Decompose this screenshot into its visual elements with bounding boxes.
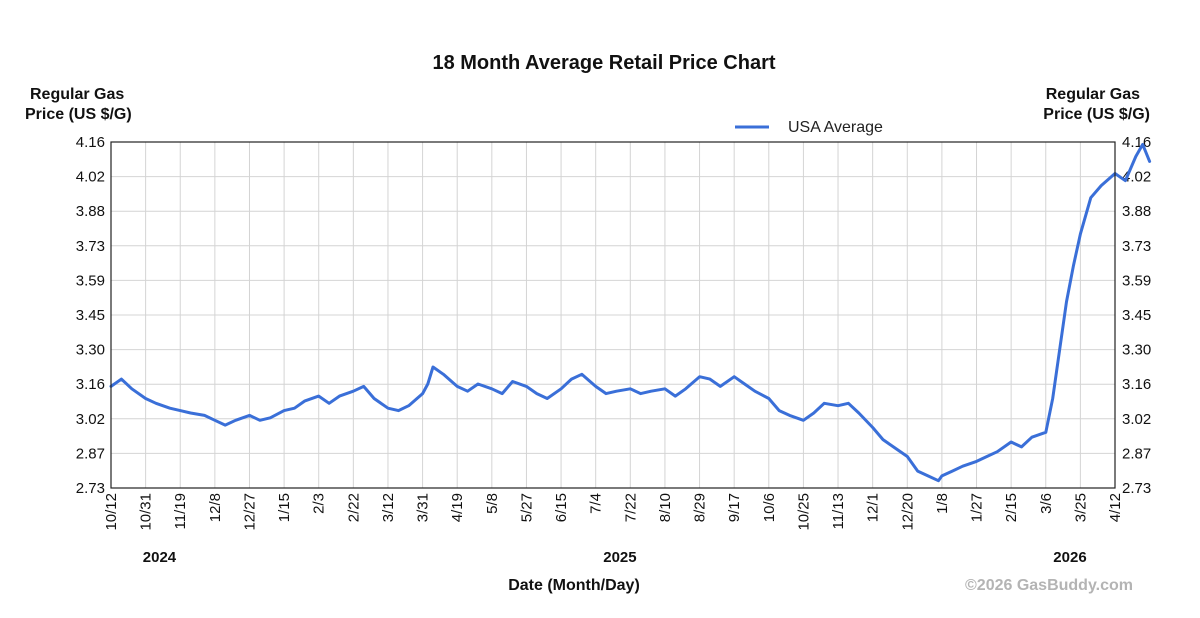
x-tick-label: 12/20 [899,493,916,531]
y-tick-label-right: 2.87 [1122,445,1151,462]
y-tick-label-left: 4.16 [76,134,105,151]
x-tick-label: 2/3 [311,493,328,514]
y-tick-label-right: 3.88 [1122,203,1151,220]
series-line-usa-average [109,142,1152,483]
year-label: 2025 [603,549,636,566]
x-tick-label: 1/8 [934,493,951,514]
x-tick-label: 12/8 [207,493,224,522]
x-tick-label: 12/27 [241,493,258,531]
x-tick-label: 9/17 [726,493,743,522]
y-tick-label-right: 3.16 [1122,376,1151,393]
x-axis-title: Date (Month/Day) [508,577,640,594]
x-tick-label: 7/22 [622,493,639,522]
x-tick-label: 12/1 [865,493,882,522]
y-axis-title-right-line2: Price (US $/G) [1043,106,1150,123]
y-tick-label-left: 4.02 [76,169,105,186]
year-label: 2026 [1053,549,1086,566]
x-tick-label: 4/19 [449,493,466,522]
legend: USA Average [735,119,883,136]
y-tick-label-right: 3.02 [1122,411,1151,428]
y-tick-label-left: 3.16 [76,376,105,393]
x-tick-label: 10/6 [761,493,778,522]
y-axis-title-right-line1: Regular Gas [1046,86,1140,103]
x-tick-label: 3/25 [1072,493,1089,522]
x-axis-ticks: 10/12 10/31 11/19 12/8 12/27 1/15 2/3 2/22 3/12 3… [103,493,1124,531]
x-tick-label: 10/31 [138,493,155,531]
series-group [109,142,1152,483]
x-tick-label: 8/10 [657,493,674,522]
copyright-credit: ©2026 GasBuddy.com [965,577,1133,594]
y-tick-label-right: 3.45 [1122,307,1151,324]
y-tick-label-right: 3.73 [1122,238,1151,255]
x-tick-label: 5/27 [518,493,535,522]
y-axis-left-ticks: 4.16 4.02 3.88 3.73 3.59 3.45 3.30 3.16 3.02 2.87… [76,134,105,497]
y-tick-label-left: 3.45 [76,307,105,324]
y-axis-title-left-line2: Price (US $/G) [25,106,132,123]
x-tick-label: 11/13 [830,493,847,529]
y-tick-label-left: 3.30 [76,342,105,359]
x-tick-label: 2/15 [1003,493,1020,522]
plot-area-border [110,141,1116,489]
y-tick-label-left: 2.73 [76,480,105,497]
y-tick-label-left: 3.59 [76,272,105,289]
x-tick-label: 10/25 [795,493,812,531]
x-tick-label: 5/8 [484,493,501,514]
y-tick-label-left: 3.73 [76,238,105,255]
x-tick-label: 11/19 [172,493,189,529]
year-labels: 2024 2025 2026 [143,549,1087,566]
x-tick-label: 8/29 [692,493,709,522]
legend-label-usa-average: USA Average [788,119,883,136]
y-axis-right-ticks: 4.164.023.883.733.593.453.303.163.022.87… [1122,134,1151,497]
chart-title: 18 Month Average Retail Price Chart [432,52,775,74]
x-tick-label: 1/27 [969,493,986,522]
y-tick-label-left: 2.87 [76,445,105,462]
y-tick-label-right: 2.73 [1122,480,1151,497]
x-tick-label: 6/15 [553,493,570,522]
x-tick-label: 4/12 [1107,493,1124,522]
y-tick-label-right: 3.59 [1122,272,1151,289]
x-tick-label: 2/22 [345,493,362,522]
y-tick-label-right: 3.30 [1122,342,1151,359]
y-tick-label-left: 3.88 [76,203,105,220]
x-tick-label: 7/4 [588,493,605,514]
y-tick-label-left: 3.02 [76,411,105,428]
y-tick-label-right: 4.16 [1122,134,1151,151]
grid-lines [110,141,1116,489]
x-tick-label: 10/12 [103,493,120,531]
x-tick-label: 3/6 [1038,493,1055,514]
y-axis-title-left-line1: Regular Gas [30,86,124,103]
x-tick-label: 3/12 [380,493,397,522]
x-tick-label: 3/31 [415,493,432,522]
year-label: 2024 [143,549,177,566]
x-tick-label: 1/15 [276,493,293,522]
